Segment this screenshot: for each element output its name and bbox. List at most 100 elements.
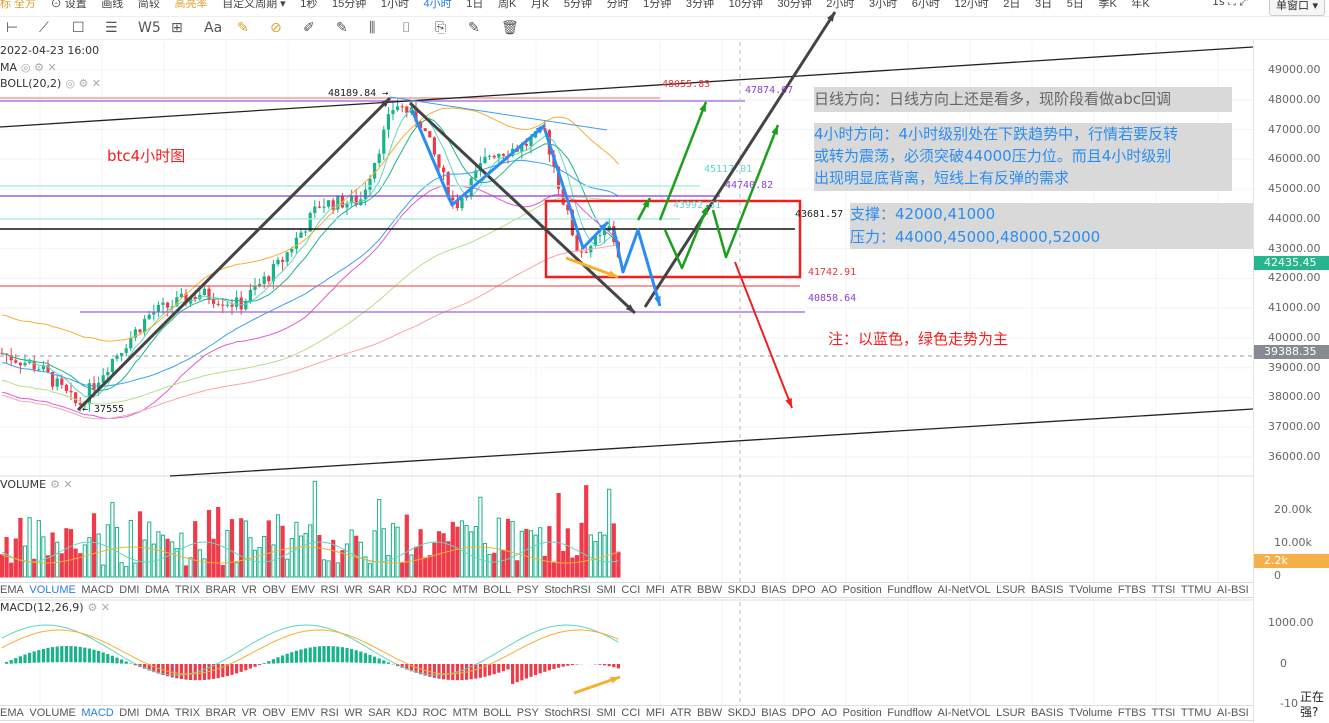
indicator-tab[interactable]: DMA: [144, 584, 170, 596]
period-item[interactable]: 标 全方: [0, 0, 37, 10]
indicator-tab[interactable]: WR: [344, 584, 363, 596]
gear-icon[interactable]: ⚙ ✕: [50, 478, 73, 491]
period-item[interactable]: 分时: [606, 0, 629, 10]
period-item[interactable]: 5分钟: [563, 0, 592, 10]
indicator-tab[interactable]: TTSI: [1151, 707, 1176, 719]
indicator-tab[interactable]: DMI: [119, 584, 140, 596]
period-item[interactable]: 自定义周期 ▾: [222, 0, 286, 10]
indicator-tab[interactable]: TVolume: [1068, 584, 1113, 596]
indicator-tab[interactable]: DPO: [791, 707, 816, 719]
indicator-tab[interactable]: MFI: [645, 707, 665, 719]
indicator-tab[interactable]: BBW: [697, 584, 723, 596]
gear-icon[interactable]: ⚙ ✕: [87, 601, 111, 614]
drawing-tool-icon[interactable]: W5: [138, 20, 161, 36]
period-item[interactable]: 季K: [1098, 0, 1117, 10]
indicator-tab[interactable]: MACD: [81, 707, 114, 719]
indicator-tab[interactable]: Fundflow: [887, 707, 932, 719]
indicator-tab[interactable]: TVolume: [1068, 707, 1113, 719]
indicator-tab[interactable]: ROC: [422, 707, 448, 719]
indicator-tab[interactable]: CCI: [621, 584, 641, 596]
period-item[interactable]: 3小时: [869, 0, 898, 10]
indicator-tab[interactable]: BRAR: [205, 584, 237, 596]
drawing-tool-icon[interactable]: ☰: [105, 20, 118, 36]
period-item[interactable]: 画线: [101, 0, 124, 10]
indicator-tab[interactable]: FTBS: [1117, 707, 1146, 719]
indicator-tab[interactable]: StochRSI: [544, 584, 591, 596]
period-item[interactable]: 简较: [137, 0, 160, 10]
drawing-tool-icon[interactable]: ⊘: [270, 20, 282, 36]
indicator-tab[interactable]: EMA: [0, 707, 24, 719]
period-item[interactable]: 1分钟: [643, 0, 672, 10]
indicator-tab[interactable]: ATR: [670, 584, 692, 596]
price-axis[interactable]: 49000.00 48000.00 47000.00 46000.00 45000.00…: [1253, 40, 1329, 723]
indicator-tab[interactable]: SMI: [596, 584, 616, 596]
indicator-tab[interactable]: BOLL: [483, 584, 512, 596]
indicator-tab[interactable]: TTMU: [1180, 584, 1212, 596]
period-item[interactable]: 月K: [530, 0, 550, 10]
eye-icon[interactable]: ◎ ⚙ ✕: [65, 77, 102, 90]
drawing-tool-icon[interactable]: ⊞: [171, 20, 183, 36]
indicator-tab[interactable]: MTM: [452, 584, 478, 596]
indicator-tab[interactable]: EMA: [0, 584, 24, 596]
drawing-tool-icon[interactable]: ✎: [336, 20, 348, 36]
indicator-tab[interactable]: WR: [344, 707, 363, 719]
drawing-tool-icon[interactable]: ✎: [468, 20, 480, 36]
indicator-tab[interactable]: TTSI: [1151, 584, 1176, 596]
indicator-tab[interactable]: EMV: [291, 584, 315, 596]
indicator-tab[interactable]: PSY: [516, 584, 539, 596]
indicator-tab[interactable]: CCI: [621, 707, 641, 719]
indicator-tab[interactable]: SAR: [368, 584, 391, 596]
indicator-tab[interactable]: VOLUME: [29, 707, 76, 719]
indicator-tab[interactable]: BBW: [697, 707, 723, 719]
period-item[interactable]: 30分钟: [777, 0, 812, 10]
indicator-tab[interactable]: AI-BSI: [1216, 584, 1249, 596]
drawing-tool-icon[interactable]: ⫼: [369, 20, 376, 36]
indicator-tab[interactable]: RSI: [320, 707, 339, 719]
indicator-tab[interactable]: BRAR: [205, 707, 237, 719]
indicator-tab[interactable]: OBV: [262, 584, 286, 596]
eye-icon[interactable]: ◎ ⚙ ✕: [21, 61, 57, 74]
period-item[interactable]: 12小时: [954, 0, 989, 10]
indicator-tab[interactable]: AI-NetVOL: [937, 707, 991, 719]
indicator-tab[interactable]: SKDJ: [727, 584, 756, 596]
indicator-tab[interactable]: SMI: [596, 707, 616, 719]
period-item[interactable]: 高亮率: [174, 0, 208, 10]
drawing-tool-icon[interactable]: 🗑: [501, 20, 519, 36]
indicator-tab[interactable]: BIAS: [761, 707, 787, 719]
period-item[interactable]: 10分钟: [728, 0, 763, 10]
period-item[interactable]: ⊙ 设置: [50, 0, 87, 10]
indicator-tab[interactable]: ROC: [422, 584, 448, 596]
indicator-tab[interactable]: AI-NetVOL: [937, 584, 991, 596]
indicator-tab[interactable]: TRIX: [174, 584, 200, 596]
indicator-tab[interactable]: AO: [821, 584, 838, 596]
indicator-tab[interactable]: OBV: [262, 707, 286, 719]
indicator-tab[interactable]: SAR: [368, 707, 391, 719]
indicator-tab[interactable]: ATR: [670, 707, 692, 719]
indicator-tab[interactable]: VR: [241, 584, 257, 596]
indicator-tab[interactable]: MFI: [645, 584, 665, 596]
indicator-tab[interactable]: SKDJ: [727, 707, 756, 719]
indicator-tab[interactable]: DPO: [791, 584, 816, 596]
indicator-tab[interactable]: EMV: [291, 707, 315, 719]
drawing-tool-icon[interactable]: ⌷: [402, 20, 411, 36]
indicator-tab[interactable]: DMI: [119, 707, 140, 719]
window-select[interactable]: 单窗口 ▾: [1268, 0, 1325, 16]
drawing-tool-icon[interactable]: Aa: [204, 20, 223, 36]
fullscreen-icon[interactable]: 1s ⛶ ⤢: [1212, 0, 1249, 8]
drawing-tool-icon[interactable]: ⊢: [6, 20, 19, 36]
period-item[interactable]: 2日: [1003, 0, 1021, 10]
indicator-tab[interactable]: StochRSI: [544, 707, 591, 719]
indicator-tab[interactable]: KDJ: [396, 707, 418, 719]
period-item[interactable]: 3日: [1035, 0, 1053, 10]
indicator-tab[interactable]: MTM: [452, 707, 478, 719]
indicator-tab[interactable]: AO: [821, 707, 838, 719]
indicator-tab[interactable]: MACD: [81, 584, 114, 596]
indicator-tab[interactable]: PSY: [516, 707, 539, 719]
indicator-tab[interactable]: Position: [842, 707, 882, 719]
indicator-tab[interactable]: BOLL: [483, 707, 512, 719]
indicator-tab[interactable]: RSI: [320, 584, 339, 596]
indicator-tab[interactable]: VOLUME: [29, 584, 76, 596]
period-item[interactable]: 1小时: [380, 0, 409, 10]
indicator-tab[interactable]: BIAS: [761, 584, 787, 596]
period-item[interactable]: 5日: [1066, 0, 1084, 10]
